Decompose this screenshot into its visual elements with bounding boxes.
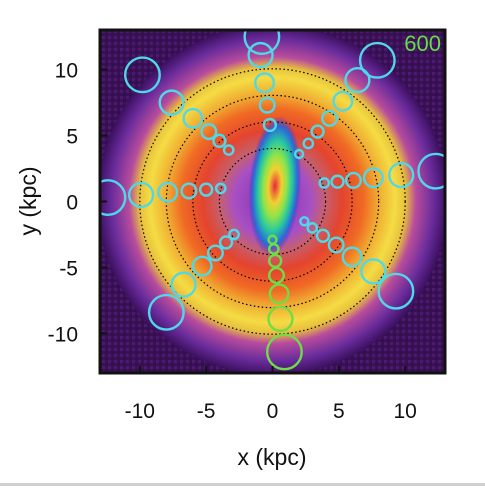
data-point-circle bbox=[191, 255, 213, 277]
data-point-circle bbox=[243, 30, 281, 56]
data-point-circle bbox=[341, 246, 363, 268]
x-tick-label: 10 bbox=[394, 400, 417, 423]
x-tick-label: -5 bbox=[197, 400, 216, 423]
data-point-circle bbox=[299, 216, 310, 227]
data-point-circle bbox=[265, 333, 303, 371]
data-point-circle bbox=[222, 144, 235, 156]
data-point-circle bbox=[318, 177, 331, 189]
data-point-circle bbox=[330, 174, 345, 189]
data-point-circle bbox=[417, 152, 445, 190]
data-point-circle bbox=[377, 272, 415, 310]
y-tick-label: 10 bbox=[55, 60, 78, 83]
data-point-circle bbox=[228, 228, 240, 241]
data-point-circle bbox=[247, 41, 274, 69]
data-point-circle bbox=[358, 41, 396, 79]
data-point-circle bbox=[302, 137, 315, 150]
data-point-circle bbox=[198, 182, 214, 197]
data-point-circle bbox=[344, 171, 362, 189]
corner-label: 600 bbox=[404, 31, 441, 56]
y-tick-label: 0 bbox=[66, 192, 78, 215]
data-point-circle bbox=[124, 56, 161, 94]
data-point-circle bbox=[182, 107, 204, 129]
data-point-circle bbox=[214, 182, 227, 195]
data-point-circle bbox=[344, 66, 371, 94]
x-tick-label: 0 bbox=[267, 400, 279, 423]
data-point-circle bbox=[321, 109, 339, 127]
data-point-circle bbox=[258, 96, 276, 114]
data-point-circle bbox=[293, 148, 305, 160]
y-tick-label: 5 bbox=[66, 126, 78, 149]
guide-circle bbox=[139, 68, 406, 335]
guide-circle bbox=[218, 147, 327, 256]
density-bar bbox=[248, 116, 302, 256]
data-point-circle bbox=[310, 124, 325, 139]
data-point-circle bbox=[254, 72, 276, 94]
y-tick-label: -5 bbox=[59, 257, 78, 280]
data-point-circle bbox=[170, 271, 197, 298]
data-point-circle bbox=[158, 89, 185, 116]
x-tick-label: 5 bbox=[333, 400, 345, 423]
data-point-circle bbox=[212, 133, 227, 148]
data-point-circle bbox=[267, 305, 294, 333]
data-point-circle bbox=[388, 161, 415, 189]
data-point-circle bbox=[218, 235, 234, 250]
bottom-divider bbox=[0, 483, 485, 486]
data-point-circle bbox=[147, 293, 185, 331]
data-point-circle bbox=[267, 234, 278, 245]
data-point-circle bbox=[157, 181, 179, 203]
data-point-circle bbox=[306, 222, 319, 234]
data-point-circle bbox=[267, 266, 285, 284]
data-point-circle bbox=[267, 253, 283, 269]
data-point-circle bbox=[268, 283, 290, 305]
data-point-circle bbox=[327, 236, 345, 254]
data-point-circle bbox=[315, 228, 331, 243]
plot-area bbox=[100, 30, 445, 373]
data-point-circle bbox=[332, 90, 354, 112]
y-axis-label: y (kpc) bbox=[15, 167, 41, 236]
x-tick-label: -10 bbox=[125, 400, 155, 423]
data-point-circle bbox=[206, 244, 224, 262]
data-point-circle bbox=[127, 181, 155, 209]
y-tick-label: -10 bbox=[48, 323, 78, 346]
data-point-circle bbox=[180, 182, 198, 200]
data-point-circle bbox=[262, 117, 278, 133]
data-point-circle bbox=[200, 123, 218, 141]
data-point-circle bbox=[100, 179, 127, 216]
data-point-circle bbox=[360, 258, 387, 285]
data-point-circle bbox=[362, 167, 384, 189]
x-axis-label: x (kpc) bbox=[238, 444, 307, 470]
